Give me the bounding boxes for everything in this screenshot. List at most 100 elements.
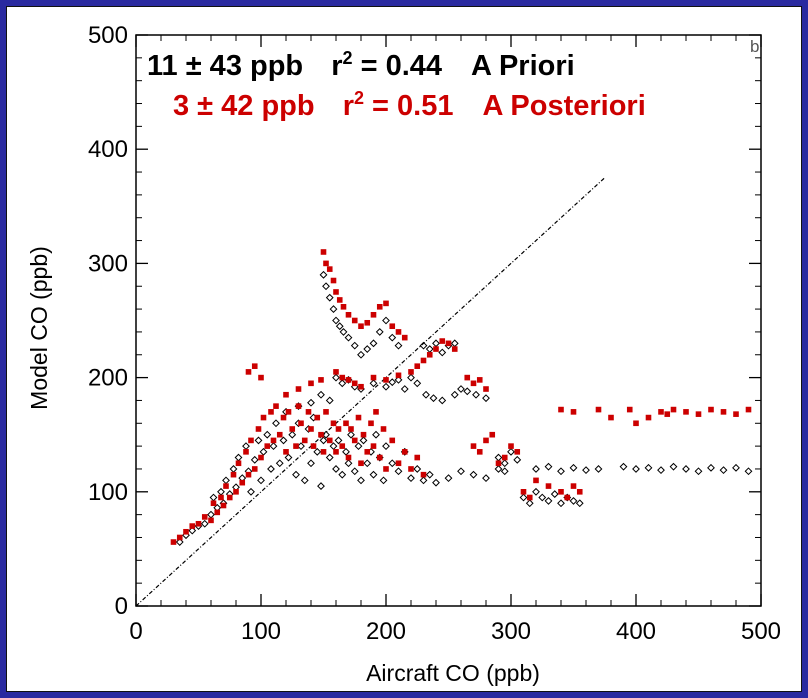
a-posteriori-point [208,517,214,524]
a-priori-point [209,493,218,502]
a-priori-point [463,387,472,396]
y-tick-label: 400 [88,136,128,163]
a-priori-point [513,455,522,464]
a-priori-point [422,390,430,399]
x-tick-label: 100 [241,618,281,645]
a-priori-point [719,466,728,475]
a-posteriori-point [395,460,402,467]
a-priori-point [419,341,428,350]
a-priori-point [267,465,275,473]
a-priori-point [550,490,559,498]
annotation-apriori: 11 ± 43 ppb r2 = 0.44 A Priori [147,48,575,82]
a-posteriori-point [564,494,571,501]
a-priori-point [407,373,415,382]
a-posteriori-point [368,420,374,427]
a-posteriori-point [298,420,304,427]
a-priori-point [342,447,350,456]
a-priori-point [329,442,338,451]
x-tick-label: 500 [741,618,781,645]
a-posteriori-point [220,502,227,509]
a-priori-point [307,398,315,407]
a-priori-point [350,341,359,350]
a-posteriori-point [358,323,364,330]
a-posteriori-point [364,319,371,326]
a-posteriori-point [695,411,702,417]
a-priori-point [229,465,238,473]
a-priori-point [394,375,403,384]
a-priori-point [259,447,268,456]
a-posteriori-point [633,420,639,427]
a-posteriori-point [345,454,352,461]
a-posteriori-point [383,300,389,307]
a-posteriori-point [420,471,427,478]
a-priori-point [350,467,359,476]
a-posteriori-point [285,409,292,415]
a-posteriori-point [170,539,177,545]
a-priori-point [657,466,665,475]
a-priori-point [254,436,263,445]
a-posteriori-point [326,266,333,272]
a-priori-point [425,345,434,353]
a-posteriori-point [318,377,324,383]
a-priori-point [347,430,355,439]
a-priori-point [419,476,428,485]
a-posteriori-point [333,449,339,455]
a-priori-point [582,466,590,475]
a-priori-point [292,470,300,479]
a-posteriori-point [483,437,489,444]
a-priori-point [307,459,315,468]
a-posteriori-point [383,466,389,472]
x-tick-label: 0 [129,618,142,645]
a-priori-point [338,470,347,479]
a-posteriori-point [608,414,614,421]
a-priori-point [369,470,378,479]
a-posteriori-point [233,489,239,495]
a-priori-point [432,339,440,348]
a-priori-point [357,476,365,485]
a-posteriori-point [351,317,358,324]
a-priori-point [363,459,372,468]
a-priori-point [632,465,640,473]
a-priori-point [482,474,490,483]
a-posteriori-point [268,409,274,415]
y-tick-label: 0 [115,593,128,620]
a-posteriori-point [670,406,677,413]
a-posteriori-point [339,374,346,381]
a-priori-point [644,463,653,472]
a-priori-point [494,453,503,462]
a-priori-point [669,462,678,471]
a-posteriori-point [333,289,339,295]
a-posteriori-point [308,426,314,432]
series-a-posteriori [170,249,752,545]
a-posteriori-point [351,437,358,444]
a-posteriori-point [276,431,283,438]
a-posteriori-point [389,323,396,330]
a-priori-point [682,465,690,473]
a-posteriori-point [255,426,262,432]
a-posteriori-point [301,437,308,444]
a-priori-point [372,430,380,439]
a-priori-point [325,293,334,302]
a-posteriori-point [533,477,539,484]
a-posteriori-point [733,411,739,417]
a-priori-point [382,316,390,325]
a-priori-point [257,476,265,485]
a-posteriori-point [330,420,337,427]
a-posteriori-point [483,386,489,392]
a-priori-point [222,476,230,485]
scatter-chart: 00 100 100 200 200 300 300 400 400 500 500 b 11 ± … [26,22,781,686]
a-priori-point [732,463,740,472]
a-posteriori-point [283,391,289,398]
a-priori-point [357,350,365,359]
a-posteriori-point [426,351,433,358]
aposteriori-stat: 3 ± 42 ppb [173,90,315,122]
a-posteriori-point [470,443,477,449]
a-posteriori-point [358,460,364,467]
a-posteriori-point [326,437,333,444]
a-priori-point [388,378,397,387]
corner-mark: b [750,37,759,56]
a-posteriori-point [360,431,367,438]
a-posteriori-point [210,500,217,507]
a-posteriori-point [658,409,664,415]
a-priori-point [500,467,509,476]
